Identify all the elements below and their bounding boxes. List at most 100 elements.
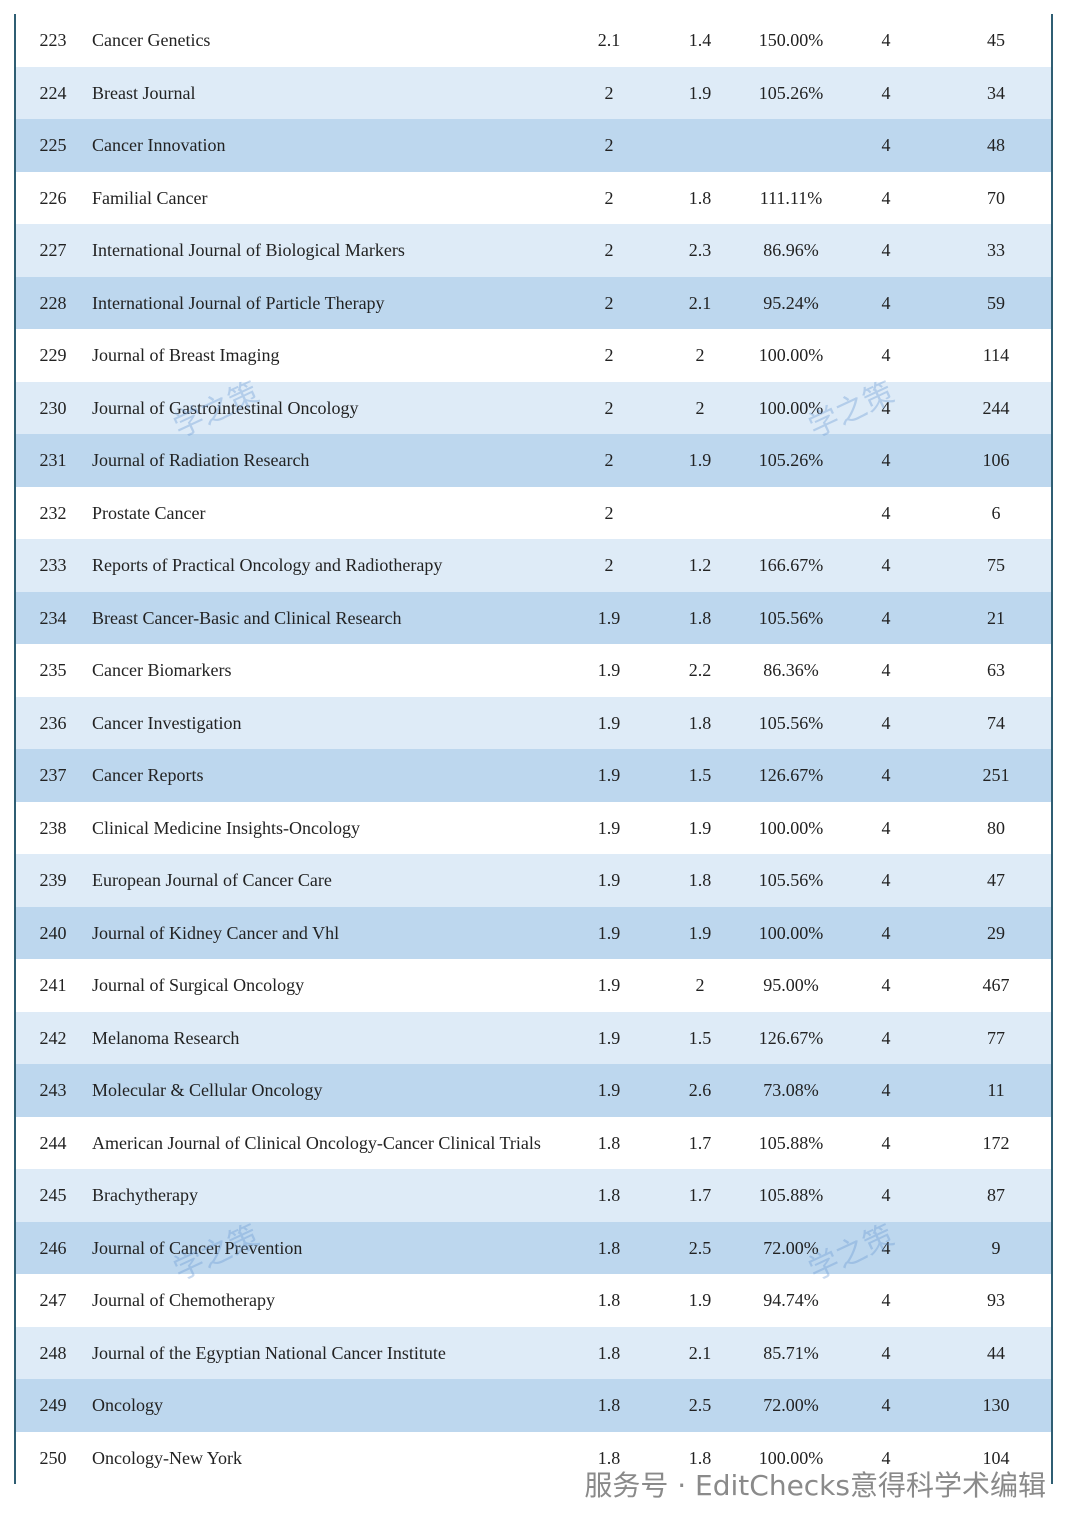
prev-factor: 2.1 — [688, 292, 712, 313]
count: 130 — [982, 1395, 1010, 1416]
table-row: 241 Journal of Surgical Oncology 1.9 2 95.00… — [16, 959, 1051, 1012]
table-row: 230 Journal of Gastrointestinal Oncology 2… — [16, 381, 1051, 434]
quartile: 4 — [881, 30, 891, 51]
prev-factor: 2 — [695, 345, 705, 366]
impact-factor: 1.8 — [597, 1237, 621, 1258]
rank: 227 — [39, 240, 67, 261]
prev-factor: 2.3 — [688, 240, 712, 261]
rank: 237 — [39, 765, 67, 786]
prev-factor: 1.5 — [688, 1027, 712, 1048]
prev-factor: 2.1 — [688, 1342, 712, 1363]
table-row: 246 Journal of Cancer Prevention 1.8 2.5 72.… — [16, 1221, 1051, 1274]
rank: 230 — [39, 397, 67, 418]
impact-factor: 1.9 — [597, 870, 621, 891]
rank: 240 — [39, 922, 67, 943]
ratio: 86.36% — [763, 660, 819, 681]
rank: 250 — [39, 1447, 67, 1468]
journal-name: Prostate Cancer — [92, 502, 206, 523]
journal-name: Journal of the Egyptian National Cancer … — [92, 1342, 446, 1363]
prev-factor: 1.9 — [688, 1290, 712, 1311]
quartile: 4 — [881, 397, 891, 418]
table-row: 247 Journal of Chemotherapy 1.8 1.9 94.74% 4 9… — [16, 1274, 1051, 1327]
ratio: 100.00% — [758, 1447, 824, 1468]
ratio: 86.96% — [763, 240, 819, 261]
count: 44 — [987, 1342, 1005, 1363]
quartile: 4 — [881, 187, 891, 208]
prev-factor: 1.9 — [688, 450, 712, 471]
ratio: 105.56% — [758, 607, 824, 628]
journal-name: Journal of Chemotherapy — [92, 1290, 275, 1311]
count: 104 — [982, 1447, 1010, 1468]
count: 87 — [987, 1185, 1005, 1206]
table-row: 235 Cancer Biomarkers 1.9 2.2 86.36% 4 63 — [16, 644, 1051, 697]
quartile: 4 — [881, 1342, 891, 1363]
table-row: 250 Oncology-New York 1.8 1.8 100.00% 4 104 — [16, 1431, 1051, 1484]
ratio: 73.08% — [763, 1080, 819, 1101]
table-row: 232 Prostate Cancer 2 4 6 — [16, 486, 1051, 539]
quartile: 4 — [881, 922, 891, 943]
count: 59 — [987, 292, 1005, 313]
quartile: 4 — [881, 1447, 891, 1468]
journal-name: Cancer Investigation — [92, 712, 242, 733]
table-row: 223 Cancer Genetics 2.1 1.4 150.00% 4 45 — [16, 14, 1051, 67]
ratio: 85.71% — [763, 1342, 819, 1363]
journal-name: Breast Cancer-Basic and Clinical Researc… — [92, 607, 402, 628]
count: 74 — [987, 712, 1005, 733]
quartile: 4 — [881, 975, 891, 996]
rank: 239 — [39, 870, 67, 891]
prev-factor: 1.4 — [688, 30, 712, 51]
prev-factor: 1.8 — [688, 870, 712, 891]
prev-factor: 1.7 — [688, 1132, 712, 1153]
count: 63 — [987, 660, 1005, 681]
ratio: 105.26% — [758, 82, 824, 103]
quartile: 4 — [881, 292, 891, 313]
impact-factor: 2 — [604, 450, 614, 471]
journal-name: Reports of Practical Oncology and Radiot… — [92, 555, 443, 576]
rank: 226 — [39, 187, 67, 208]
table-row: 245 Brachytherapy 1.8 1.7 105.88% 4 87 — [16, 1169, 1051, 1222]
rank: 249 — [39, 1395, 67, 1416]
ratio: 72.00% — [763, 1237, 819, 1258]
prev-factor: 1.9 — [688, 817, 712, 838]
ratio: 166.67% — [758, 555, 824, 576]
rank: 231 — [39, 450, 67, 471]
table-row: 248 Journal of the Egyptian National Canc… — [16, 1326, 1051, 1379]
rank: 228 — [39, 292, 67, 313]
journal-name: Journal of Gastrointestinal Oncology — [92, 397, 359, 418]
count: 6 — [991, 502, 1001, 523]
ratio: 105.26% — [758, 450, 824, 471]
quartile: 4 — [881, 1027, 891, 1048]
quartile: 4 — [881, 607, 891, 628]
impact-factor: 1.9 — [597, 1027, 621, 1048]
impact-factor: 2 — [604, 187, 614, 208]
impact-factor: 1.9 — [597, 607, 621, 628]
impact-factor: 1.8 — [597, 1395, 621, 1416]
quartile: 4 — [881, 82, 891, 103]
ratio: 150.00% — [758, 30, 824, 51]
prev-factor: 2.5 — [688, 1395, 712, 1416]
prev-factor: 2.2 — [688, 660, 712, 681]
quartile: 4 — [881, 555, 891, 576]
journal-name: International Journal of Particle Therap… — [92, 292, 385, 313]
table-row: 228 International Journal of Particle The… — [16, 276, 1051, 329]
journal-name: Brachytherapy — [92, 1185, 198, 1206]
impact-factor: 1.9 — [597, 712, 621, 733]
count: 251 — [982, 765, 1010, 786]
quartile: 4 — [881, 1132, 891, 1153]
quartile: 4 — [881, 450, 891, 471]
count: 21 — [987, 607, 1005, 628]
prev-factor: 1.2 — [688, 555, 712, 576]
prev-factor: 1.8 — [688, 712, 712, 733]
count: 45 — [987, 30, 1005, 51]
journal-name: European Journal of Cancer Care — [92, 870, 332, 891]
ratio: 105.88% — [758, 1132, 824, 1153]
quartile: 4 — [881, 345, 891, 366]
table-row: 244 American Journal of Clinical Oncology… — [16, 1116, 1051, 1169]
quartile: 4 — [881, 1290, 891, 1311]
count: 77 — [987, 1027, 1005, 1048]
count: 93 — [987, 1290, 1005, 1311]
impact-factor: 2 — [604, 502, 614, 523]
ratio: 105.88% — [758, 1185, 824, 1206]
journal-name: Melanoma Research — [92, 1027, 240, 1048]
